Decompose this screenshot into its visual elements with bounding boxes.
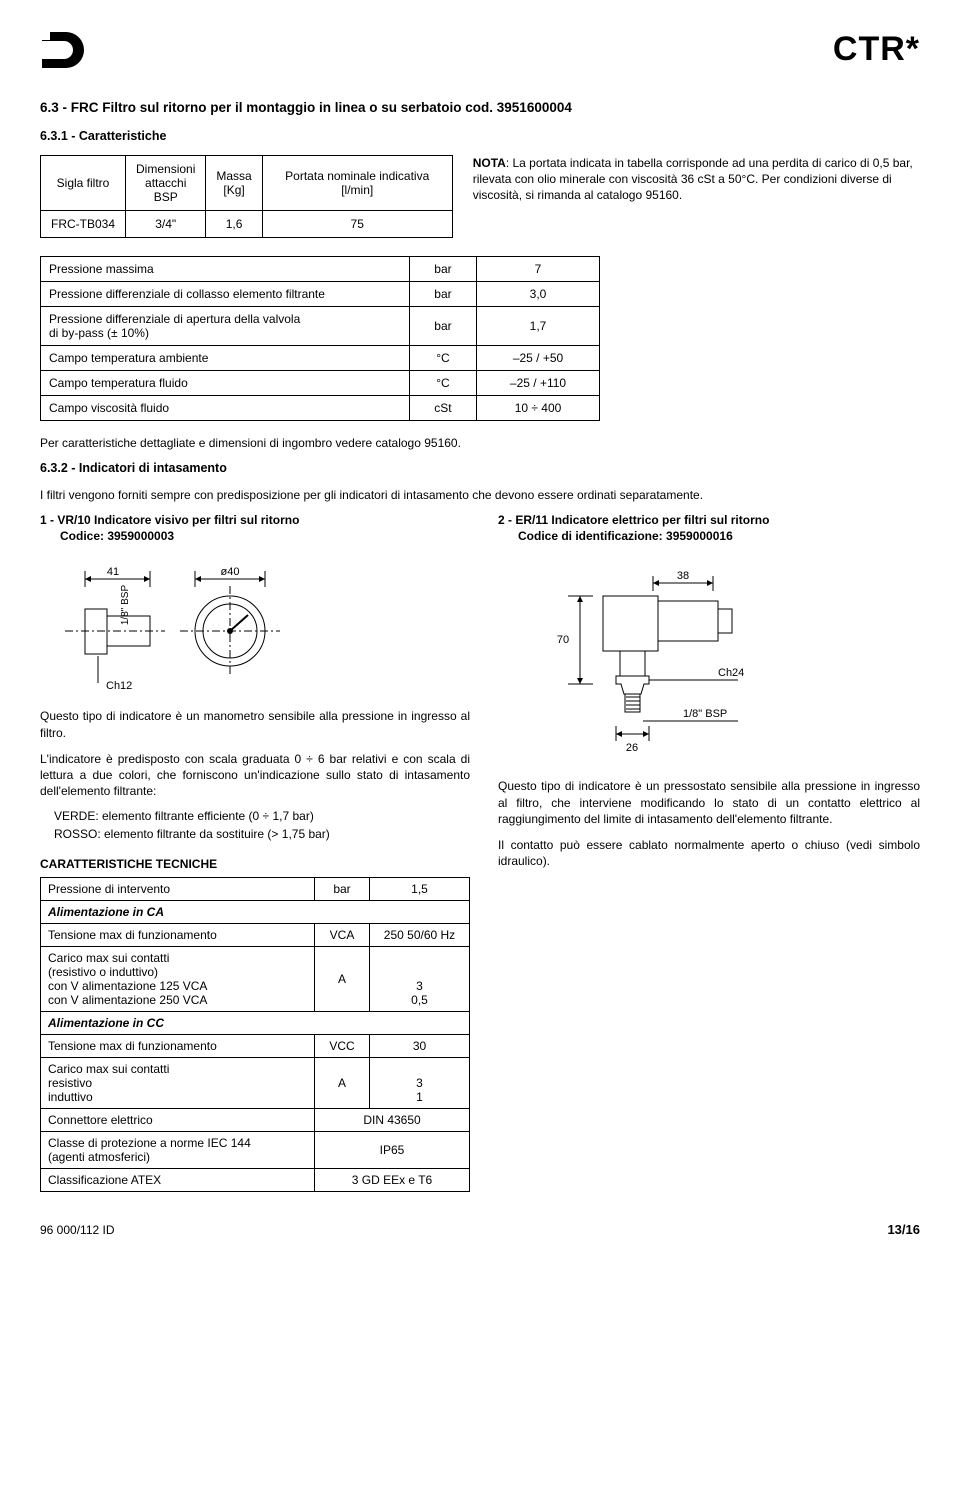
param-unit: bar bbox=[409, 282, 476, 307]
vr10-verde: VERDE: elemento filtrante efficiente (0 … bbox=[40, 809, 470, 823]
tech-heading: CARATTERISTICHE TECNICHE bbox=[40, 857, 470, 871]
brand-logo-icon bbox=[40, 30, 86, 70]
param-unit: bar bbox=[409, 307, 476, 346]
th-dim: Dimensioni attacchi BSP bbox=[126, 156, 206, 211]
tech-section-header: Alimentazione in CA bbox=[41, 901, 470, 924]
tech-label: Tensione max di funzionamento bbox=[41, 1035, 315, 1058]
param-label: Pressione differenziale di collasso elem… bbox=[41, 282, 410, 307]
param-unit: °C bbox=[409, 371, 476, 396]
param-value: –25 / +50 bbox=[477, 346, 600, 371]
tech-unit: A bbox=[315, 1058, 370, 1109]
tech-label: Classe di protezione a norme IEC 144 (ag… bbox=[41, 1132, 315, 1169]
tech-value: 3 1 bbox=[370, 1058, 470, 1109]
tech-label: Pressione di intervento bbox=[41, 878, 315, 901]
tech-value: IP65 bbox=[315, 1132, 470, 1169]
dim-ch24: Ch24 bbox=[718, 667, 744, 679]
tech-table: Pressione di interventobar1,5Alimentazio… bbox=[40, 877, 470, 1192]
tech-value: 30 bbox=[370, 1035, 470, 1058]
page-footer: 96 000/112 ID 13/16 bbox=[40, 1222, 920, 1237]
param-label: Campo viscosità fluido bbox=[41, 396, 410, 421]
param-label: Pressione differenziale di apertura dell… bbox=[41, 307, 410, 346]
er11-code: Codice di identificazione: 3959000016 bbox=[498, 529, 920, 543]
param-value: 1,7 bbox=[477, 307, 600, 346]
section-6-3-2-title: 6.3.2 - Indicatori di intasamento bbox=[40, 461, 920, 475]
tech-label: Connettore elettrico bbox=[41, 1109, 315, 1132]
page-header: CTR* bbox=[40, 30, 920, 70]
indicators-columns: 1 - VR/10 Indicatore visivo per filtri s… bbox=[40, 513, 920, 1192]
param-value: 3,0 bbox=[477, 282, 600, 307]
section-6-3-1-title: 6.3.1 - Caratteristiche bbox=[40, 129, 920, 143]
vr10-p2: L'indicatore è predisposto con scala gra… bbox=[40, 751, 470, 800]
td-sigla: FRC-TB034 bbox=[41, 211, 126, 238]
spec-note: NOTA: La portata indicata in tabella cor… bbox=[473, 155, 920, 238]
td-dim: 3/4" bbox=[126, 211, 206, 238]
footer-page: 13/16 bbox=[887, 1222, 920, 1237]
dim-70: 70 bbox=[557, 634, 569, 646]
dim-40: ø40 bbox=[221, 566, 240, 578]
tech-value: 3 GD EEx e T6 bbox=[315, 1169, 470, 1192]
dim-bsp-right: 1/8" BSP bbox=[683, 708, 727, 720]
tech-value: 3 0,5 bbox=[370, 947, 470, 1012]
param-unit: bar bbox=[409, 257, 476, 282]
tech-unit: bar bbox=[315, 878, 370, 901]
tech-unit: VCA bbox=[315, 924, 370, 947]
tech-label: Carico max sui contatti resistivo indutt… bbox=[41, 1058, 315, 1109]
param-value: –25 / +110 bbox=[477, 371, 600, 396]
brand-code: CTR* bbox=[833, 30, 920, 69]
vr10-p1: Questo tipo di indicatore è un manometro… bbox=[40, 708, 470, 740]
vr10-title: 1 - VR/10 Indicatore visivo per filtri s… bbox=[40, 513, 470, 527]
er11-title: 2 - ER/11 Indicatore elettrico per filtr… bbox=[498, 513, 920, 527]
footer-doc: 96 000/112 ID bbox=[40, 1223, 115, 1237]
tech-value: DIN 43650 bbox=[315, 1109, 470, 1132]
param-unit: cSt bbox=[409, 396, 476, 421]
section-6-3-2-intro: I filtri vengono forniti sempre con pred… bbox=[40, 487, 920, 503]
param-label: Campo temperatura ambiente bbox=[41, 346, 410, 371]
td-massa: 1,6 bbox=[206, 211, 262, 238]
param-value: 7 bbox=[477, 257, 600, 282]
vr10-rosso: ROSSO: elemento filtrante da sostituire … bbox=[40, 827, 470, 841]
param-label: Pressione massima bbox=[41, 257, 410, 282]
indicator-er11: 2 - ER/11 Indicatore elettrico per filtr… bbox=[498, 513, 920, 1192]
tech-label: Classificazione ATEX bbox=[41, 1169, 315, 1192]
th-sigla: Sigla filtro bbox=[41, 156, 126, 211]
dim-41: 41 bbox=[107, 566, 119, 578]
param-label: Campo temperatura fluido bbox=[41, 371, 410, 396]
filter-spec-table: Sigla filtro Dimensioni attacchi BSP Mas… bbox=[40, 155, 453, 238]
param-value: 10 ÷ 400 bbox=[477, 396, 600, 421]
tech-unit: VCC bbox=[315, 1035, 370, 1058]
section-6-3-title: 6.3 - FRC Filtro sul ritorno per il mont… bbox=[40, 100, 920, 115]
tech-value: 250 50/60 Hz bbox=[370, 924, 470, 947]
er11-p1: Questo tipo di indicatore è un pressosta… bbox=[498, 778, 920, 827]
tech-section-header: Alimentazione in CC bbox=[41, 1012, 470, 1035]
vr10-diagram-icon: 41 1/8" BSP Ch12 ø40 bbox=[50, 561, 300, 691]
param-unit: °C bbox=[409, 346, 476, 371]
params-table: Pressione massimabar7Pressione differenz… bbox=[40, 256, 600, 421]
th-portata: Portata nominale indicativa [l/min] bbox=[262, 156, 452, 211]
th-massa: Massa [Kg] bbox=[206, 156, 262, 211]
dim-38: 38 bbox=[677, 570, 689, 582]
er11-p2: Il contatto può essere cablato normalmen… bbox=[498, 837, 920, 869]
tech-label: Tensione max di funzionamento bbox=[41, 924, 315, 947]
tech-unit: A bbox=[315, 947, 370, 1012]
params-footnote: Per caratteristiche dettagliate e dimens… bbox=[40, 435, 920, 451]
dim-ch12: Ch12 bbox=[106, 680, 132, 691]
tech-label: Carico max sui contatti (resistivo o ind… bbox=[41, 947, 315, 1012]
spec-note-text: La portata indicata in tabella corrispon… bbox=[473, 156, 913, 202]
tech-value: 1,5 bbox=[370, 878, 470, 901]
td-portata: 75 bbox=[262, 211, 452, 238]
filter-spec-block: Sigla filtro Dimensioni attacchi BSP Mas… bbox=[40, 155, 920, 238]
vr10-code: Codice: 3959000003 bbox=[40, 529, 470, 543]
er11-diagram-icon: 38 70 Ch24 1/8" BSP bbox=[508, 561, 768, 761]
indicator-vr10: 1 - VR/10 Indicatore visivo per filtri s… bbox=[40, 513, 470, 1192]
dim-26: 26 bbox=[626, 742, 638, 754]
dim-bsp-left: 1/8" BSP bbox=[120, 585, 131, 626]
